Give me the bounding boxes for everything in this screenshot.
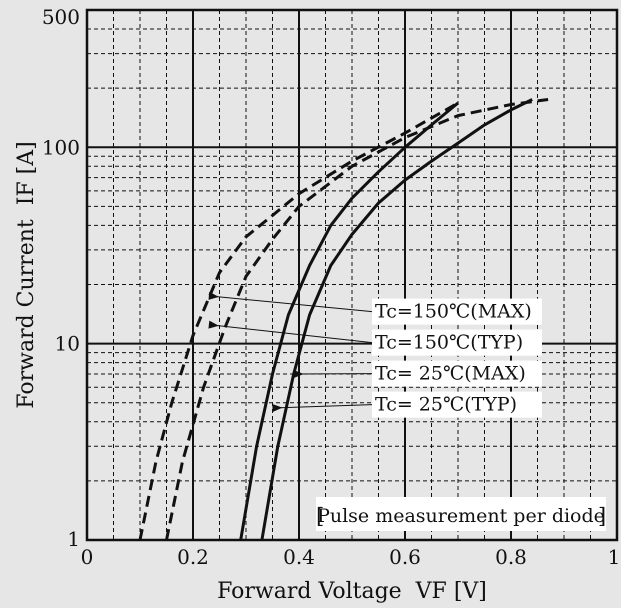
series-leader-arrow [272,404,283,413]
series-label-background [372,298,542,325]
series-label-background [372,391,542,418]
series-line-1 [165,98,549,541]
y-tick-labels: 1 10 100 500 [42,5,80,551]
x-tick-label: 1 [608,545,621,569]
series-label: Tc= 25℃(MAX) [375,363,526,385]
series-label-background [372,360,542,387]
plot-frame [85,8,619,542]
note-bracket-right: ] [598,504,606,528]
pulse-measurement-note: Pulse measurement per diode [317,505,605,527]
series-label: Tc=150℃(MAX) [375,301,532,323]
note-box [316,497,606,531]
x-axis-label: Forward Voltage VF [V] [217,579,487,604]
y-tick-label: 500 [42,5,80,29]
series-leader-line [272,404,373,409]
series-line-4 [239,101,459,541]
minor-gridlines [87,10,617,540]
note-bracket-left: [ [316,504,324,528]
x-tick-label: 0.4 [283,545,315,569]
y-tick-label: 100 [42,135,80,159]
series-leader-arrow [208,291,219,300]
series-leader-line [208,295,373,313]
x-tick-labels: 0 0.2 0.4 0.6 0.8 1 [81,545,621,569]
series-leader-line [208,324,373,344]
y-axis-label: Forward Current IF [A] [14,141,39,408]
x-tick-label: 0.2 [177,545,209,569]
y-tick-label: 1 [67,527,80,551]
series-label-background [372,329,542,356]
series-leader-arrow [208,320,219,329]
y-tick-label: 10 [55,332,80,356]
series-leader-lines [208,291,373,413]
x-tick-label: 0 [81,545,94,569]
series-label: Tc= 25℃(TYP) [375,394,517,416]
series-line-2 [138,101,459,541]
x-tick-label: 0.8 [495,545,527,569]
series-leader-arrow [293,370,304,379]
series-label: Tc=150℃(TYP) [375,332,523,354]
x-tick-label: 0.6 [389,545,421,569]
series-labels: Tc=150℃(MAX) Tc=150℃(TYP) Tc= 25℃(MAX) Tc= … [372,298,542,418]
